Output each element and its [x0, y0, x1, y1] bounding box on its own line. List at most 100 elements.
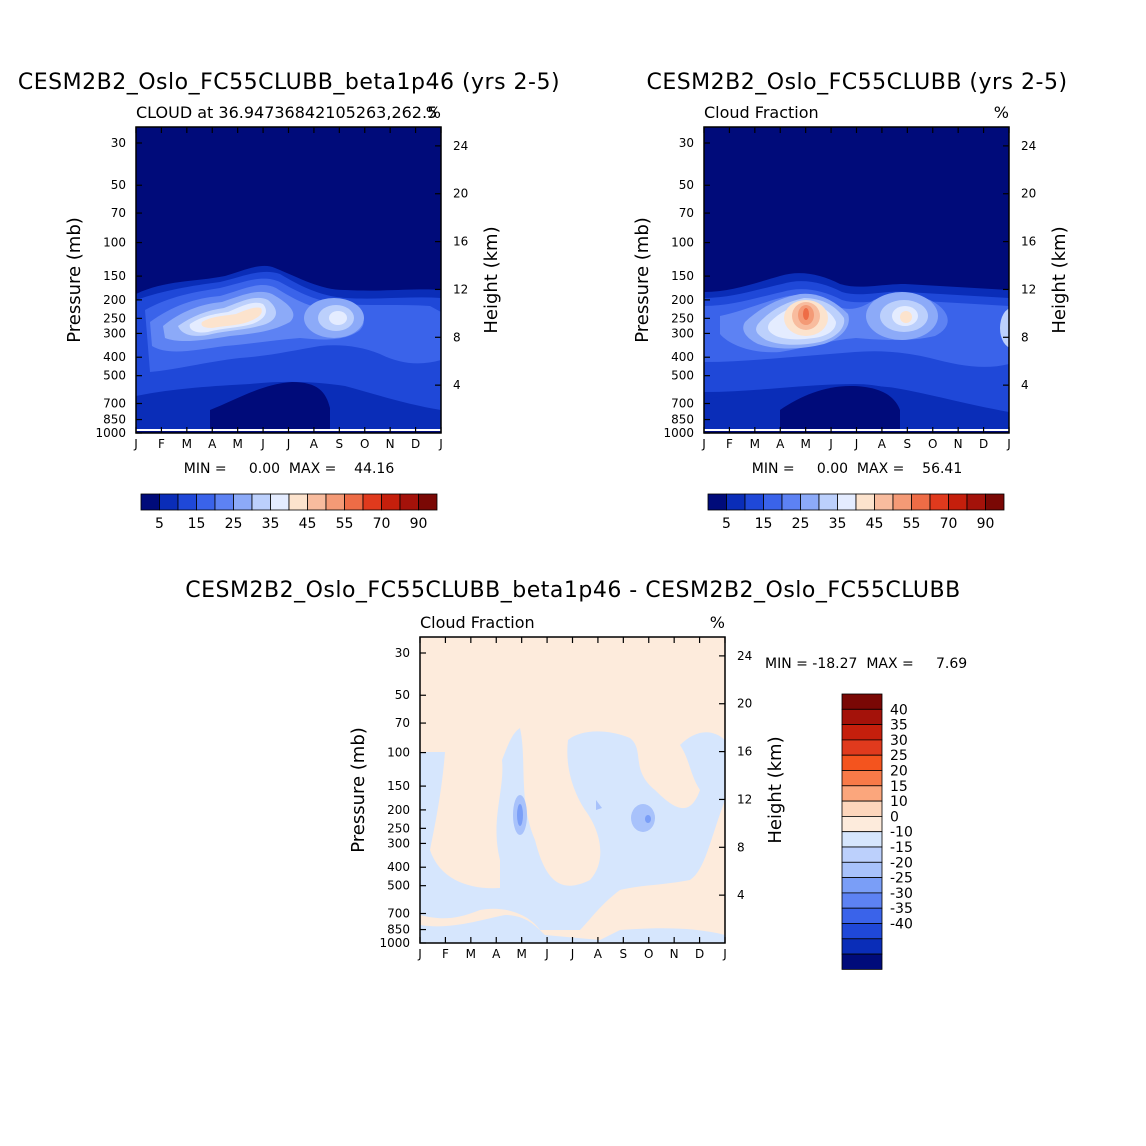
month-tick-label: N	[670, 947, 679, 961]
pressure-tick-label: 400	[671, 350, 694, 364]
month-tick-label: J	[1006, 437, 1011, 451]
month-tick-label: A	[208, 437, 217, 451]
month-tick-label: S	[620, 947, 628, 961]
pressure-tick-label: 300	[387, 836, 410, 850]
height-tick-label: 12	[1021, 282, 1036, 296]
colorbar-swatch	[251, 493, 271, 511]
colorbar-swatch	[196, 493, 216, 511]
month-tick-label: J	[417, 947, 422, 961]
pressure-tick-label: 850	[103, 413, 126, 427]
colorbar-swatch	[233, 493, 253, 511]
panel-2-ylabel: Pressure (mb)	[632, 217, 653, 343]
colorbar-swatch	[841, 708, 883, 725]
colorbar-swatch	[841, 923, 883, 940]
colorbar-label: 10	[890, 794, 908, 810]
colorbar-swatch	[362, 493, 382, 511]
colorbar-label: 55	[903, 516, 921, 532]
pressure-tick-label: 500	[103, 369, 126, 383]
pressure-tick-label: 1000	[663, 426, 694, 440]
panel-3-minmax: MIN = -18.27 MAX = 7.69	[765, 656, 967, 672]
contour-35b	[329, 311, 347, 325]
colorbar-label: -15	[890, 840, 913, 856]
height-tick-label: 20	[1021, 187, 1036, 201]
colorbar-label: 15	[890, 779, 908, 795]
month-tick-label: A	[492, 947, 501, 961]
month-tick-label: A	[878, 437, 887, 451]
colorbar-swatch	[841, 938, 883, 955]
height-tick-label: 16	[737, 745, 752, 759]
colorbar-label: -30	[890, 886, 913, 902]
pressure-tick-label: 250	[103, 311, 126, 325]
pressure-tick-label: 50	[679, 178, 694, 192]
pressure-tick-label: 30	[111, 136, 126, 150]
panel-3-ylabel-right: Height (km)	[765, 736, 786, 843]
height-tick-label: 16	[453, 235, 468, 249]
colorbar-label: 45	[866, 516, 884, 532]
colorbar-swatch	[418, 493, 438, 511]
colorbar-swatch	[985, 493, 1005, 511]
pressure-tick-label: 500	[671, 369, 694, 383]
diff-neg-bottom	[420, 915, 725, 943]
pressure-tick-label: 300	[671, 326, 694, 340]
colorbar-label: 70	[373, 516, 391, 532]
colorbar-swatch	[837, 493, 857, 511]
colorbar-swatch	[841, 724, 883, 741]
colorbar-swatch	[726, 493, 746, 511]
month-tick-label: F	[158, 437, 165, 451]
panel-2-colorbar: 5 15 25 35 45 55 70 90	[707, 493, 1005, 532]
colorbar-swatch	[841, 816, 883, 833]
colorbar-label: 30	[890, 733, 908, 749]
pressure-tick-label: 70	[679, 206, 694, 220]
pressure-tick-label: 500	[387, 879, 410, 893]
month-tick-label: O	[928, 437, 937, 451]
colorbar-swatch	[841, 739, 883, 756]
colorbar-swatch	[744, 493, 764, 511]
month-tick-label: D	[695, 947, 704, 961]
colorbar-label: 35	[829, 516, 847, 532]
colorbar-label: -40	[890, 917, 913, 933]
colorbar-label: 40	[890, 702, 908, 718]
colorbar-label: 70	[940, 516, 958, 532]
colorbar-swatch	[948, 493, 968, 511]
month-tick-label: D	[979, 437, 988, 451]
panel-1-colorbar: 5 15 25 35 45 55 70 90	[140, 493, 438, 532]
pressure-tick-label: 150	[671, 269, 694, 283]
colorbar-swatch	[841, 800, 883, 817]
colorbar-label: 5	[722, 516, 731, 532]
panel-1-ylabel-right: Height (km)	[481, 226, 502, 333]
pressure-tick-label: 30	[679, 136, 694, 150]
pressure-tick-label: 100	[387, 746, 410, 760]
panel-2-contours	[704, 127, 1009, 433]
panel-3-contours	[420, 637, 725, 943]
colorbar-label: 45	[299, 516, 317, 532]
height-tick-label: 12	[737, 792, 752, 806]
colorbar-swatch	[841, 693, 883, 710]
colorbar-label: -25	[890, 871, 913, 887]
month-tick-label: J	[828, 437, 833, 451]
panel-2-units: %	[994, 103, 1009, 122]
colorbar-swatch	[929, 493, 949, 511]
month-tick-label: J	[286, 437, 291, 451]
panel-1-subtitle: CLOUD at 36.94736842105263,262.5	[136, 103, 437, 122]
pressure-tick-label: 30	[395, 646, 410, 660]
colorbar-swatch	[781, 493, 801, 511]
colorbar-label: 25	[225, 516, 243, 532]
colorbar-swatch	[140, 493, 160, 511]
colorbar-label: 15	[188, 516, 206, 532]
panel-3-title: CESM2B2_Oslo_FC55CLUBB_beta1p46 - CESM2B…	[185, 578, 960, 603]
colorbar-swatch	[892, 493, 912, 511]
height-tick-label: 8	[737, 840, 745, 854]
panel-3: CESM2B2_Oslo_FC55CLUBB_beta1p46 - CESM2B…	[185, 578, 967, 970]
panel-2: CESM2B2_Oslo_FC55CLUBB (yrs 2-5) Cloud F…	[632, 70, 1070, 532]
panel-2-minmax: MIN = 0.00 MAX = 56.41	[752, 461, 963, 477]
pressure-tick-label: 200	[671, 293, 694, 307]
colorbar-swatch	[874, 493, 894, 511]
pressure-tick-label: 150	[103, 269, 126, 283]
colorbar-swatch	[707, 493, 727, 511]
height-tick-label: 20	[453, 187, 468, 201]
panel-2-ylabel-right: Height (km)	[1049, 226, 1070, 333]
pressure-tick-label: 250	[387, 821, 410, 835]
month-tick-label: J	[260, 437, 265, 451]
